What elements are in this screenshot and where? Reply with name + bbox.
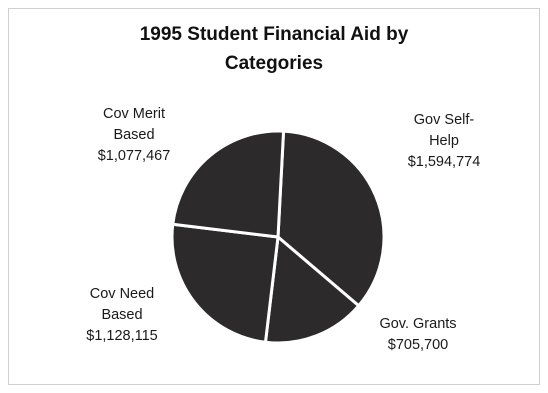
slice-value-gov-self-help: $1,594,774 [407, 154, 481, 170]
slice-label-cov-need-based-line-2: Based [101, 307, 143, 323]
slice-label-gov-grants-line-1: Gov. Grants [379, 316, 457, 332]
slice-label-gov-self-help-line-1: Gov Self- [413, 112, 475, 128]
pie-slice-cov-merit-based [171, 129, 286, 239]
slice-label-cov-need-based: Cov Need Based $1,128,115 [62, 284, 182, 347]
slice-label-cov-merit-based-line-2: Based [113, 127, 155, 143]
chart-title-line-1: 1995 Student Financial Aid by [139, 24, 409, 45]
slice-label-cov-merit-based-line-1: Cov Merit [102, 106, 166, 122]
slice-label-cov-need-based-line-1: Cov Need [89, 286, 155, 302]
pie-slices [170, 129, 386, 345]
pie-slice-gov-grants [263, 235, 361, 345]
slice-value-cov-merit-based: $1,077,467 [97, 148, 171, 164]
chart-title-line-2: Categories [224, 53, 324, 74]
slice-label-gov-self-help-line-2: Help [429, 133, 459, 149]
chart-title: 1995 Student Financial Aid by Categories [0, 20, 548, 78]
slice-label-cov-merit-based: Cov Merit Based $1,077,467 [74, 104, 194, 167]
slice-value-cov-need-based: $1,128,115 [86, 328, 158, 344]
slice-label-gov-grants: Gov. Grants $705,700 [358, 314, 478, 356]
pie-slice-gov-self-help [276, 129, 386, 308]
slice-value-gov-grants: $705,700 [387, 337, 449, 353]
pie-slice-cov-need-based [170, 222, 280, 344]
slice-label-gov-self-help: Gov Self- Help $1,594,774 [384, 110, 504, 173]
